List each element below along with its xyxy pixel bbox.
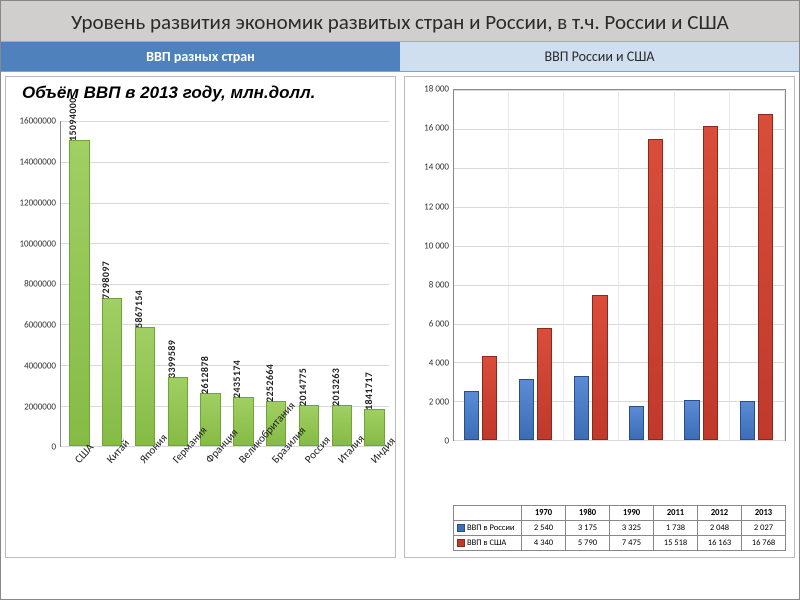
y-tick-label: 2000000	[24, 401, 56, 412]
bar-value-label: 15094000	[66, 97, 79, 141]
slide: Уровень развития экономик развитых стран…	[0, 0, 800, 600]
table-cell: 16 768	[742, 536, 786, 551]
table-cell: 2 027	[742, 521, 786, 536]
left-chart: Объём ВВП в 2013 году, млн.долл. 0 200000…	[5, 76, 396, 558]
right-chart: 0 2 000 4 000 6 000 8 000 10 000 12 000 14 000 1…	[404, 76, 795, 558]
table-header: 1980	[566, 506, 610, 521]
red-swatch-icon	[457, 539, 465, 547]
table-row-header: ВВП в США	[454, 536, 522, 551]
bar-group	[620, 90, 675, 440]
bar: 5867154	[135, 327, 155, 446]
y-tick-label: 10000000	[20, 238, 57, 249]
bar	[592, 295, 607, 440]
bar-value-label: 2014775	[296, 368, 309, 406]
y-tick-label: 16 000	[424, 123, 449, 134]
y-tick-label: 16000000	[20, 116, 57, 127]
bar-value-label: 3399589	[165, 340, 178, 378]
y-tick-label: 8 000	[429, 279, 449, 290]
table-cell: 2 048	[698, 521, 742, 536]
gridline	[454, 440, 785, 441]
slide-title: Уровень развития экономик развитых стран…	[15, 9, 785, 35]
right-data-table: 197019801990201120122013 ВВП в России2 54…	[453, 505, 786, 551]
table-cell: 2 540	[522, 521, 566, 536]
y-tick-label: 8000000	[24, 279, 56, 290]
subhead-right: ВВП России и США	[400, 42, 799, 71]
table-cell: 3 325	[610, 521, 654, 536]
bar	[574, 376, 589, 441]
bar	[740, 401, 755, 440]
bar	[758, 114, 773, 440]
bar-group	[730, 90, 785, 440]
y-tick-label: 12 000	[424, 201, 449, 212]
table-row-header: ВВП в России	[454, 521, 522, 536]
bar-value-label: 1841717	[362, 372, 375, 410]
right-plot-area	[453, 89, 786, 441]
content-row: Объём ВВП в 2013 году, млн.долл. 0 200000…	[1, 72, 799, 562]
bar	[684, 400, 699, 440]
bar: 7298097	[102, 298, 122, 446]
bar-value-label: 2435174	[230, 360, 243, 398]
title-band: Уровень развития экономик развитых стран…	[1, 1, 799, 42]
y-tick-label: 14000000	[20, 157, 57, 168]
table-cell: 3 175	[566, 521, 610, 536]
table-header: 2011	[654, 506, 698, 521]
bar-value-label: 2013263	[329, 368, 342, 406]
table-cell: 15 518	[654, 536, 698, 551]
y-tick-label: 2 000	[429, 397, 449, 408]
gridline	[61, 162, 389, 163]
gridline	[61, 203, 389, 204]
bar: 3399589	[168, 377, 188, 446]
right-y-axis: 02 0004 0006 0008 00010 00012 00014 0001…	[405, 89, 453, 441]
bar-group	[675, 90, 730, 440]
table-cell: 7 475	[610, 536, 654, 551]
bar	[519, 379, 534, 441]
y-tick-label: 6000000	[24, 320, 56, 331]
table-header: 1990	[610, 506, 654, 521]
gridline	[61, 243, 389, 244]
table-header: 2013	[742, 506, 786, 521]
right-panel: 0 2 000 4 000 6 000 8 000 10 000 12 000 14 000 1…	[400, 72, 799, 562]
y-tick-label: 0	[444, 436, 449, 447]
bar-value-label: 2252664	[263, 363, 276, 401]
left-chart-title: Объём ВВП в 2013 году, млн.долл.	[6, 77, 395, 105]
blue-swatch-icon	[457, 524, 465, 532]
y-tick-label: 14 000	[424, 162, 449, 173]
table-header: 1970	[522, 506, 566, 521]
y-tick-label: 18 000	[424, 84, 449, 95]
subhead-left: ВВП разных стран	[1, 42, 400, 71]
y-tick-label: 0	[51, 442, 56, 453]
left-plot-area: 15094000 7298097 5867154 3399589 2612878 2435…	[60, 121, 389, 447]
y-tick-label: 10 000	[424, 240, 449, 251]
subhead-row: ВВП разных стран ВВП России и США	[1, 42, 799, 72]
y-tick-label: 4 000	[429, 358, 449, 369]
table-cell: 1 738	[654, 521, 698, 536]
y-tick-label: 6 000	[429, 318, 449, 329]
bar: 15094000	[69, 140, 89, 447]
bar	[482, 356, 497, 440]
bar-group	[454, 90, 509, 440]
bar	[648, 139, 663, 441]
bar-group	[509, 90, 564, 440]
y-tick-label: 12000000	[20, 197, 57, 208]
table-cell: 5 790	[566, 536, 610, 551]
left-panel: Объём ВВП в 2013 году, млн.долл. 0 200000…	[1, 72, 400, 562]
bar	[464, 391, 479, 440]
bar	[703, 126, 718, 440]
y-tick-label: 4000000	[24, 360, 56, 371]
bar	[537, 328, 552, 441]
table-cell: 4 340	[522, 536, 566, 551]
bar-value-label: 5867154	[132, 290, 145, 328]
bar-group	[564, 90, 619, 440]
left-x-labels: СШАКитайЯпонияГерманияФранцияВеликобрита…	[60, 451, 389, 557]
table-cell: 16 163	[698, 536, 742, 551]
bar-value-label: 7298097	[99, 261, 112, 299]
left-y-axis: 0200000040000006000000800000010000000120…	[6, 121, 60, 447]
bar-value-label: 2612878	[198, 356, 211, 394]
bar	[629, 406, 644, 440]
gridline	[61, 121, 389, 122]
table-header: 2012	[698, 506, 742, 521]
